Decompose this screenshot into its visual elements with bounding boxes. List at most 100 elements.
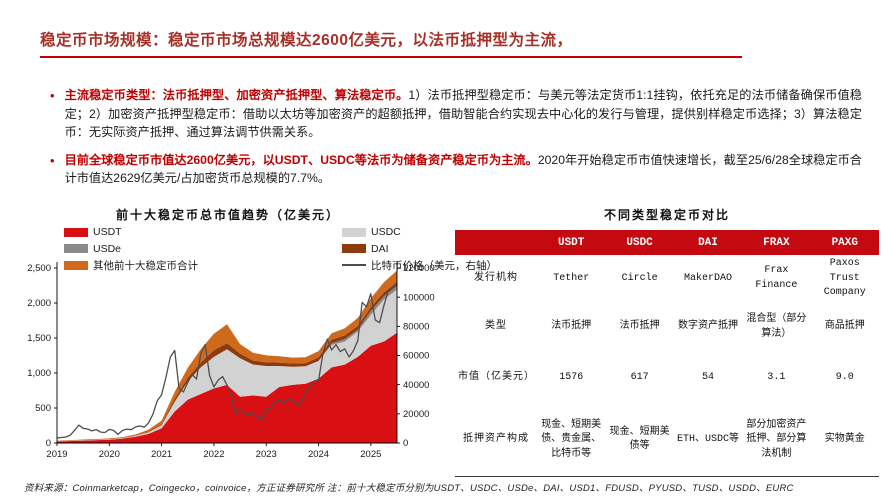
bullet-segment: 1）法币抵押型稳定币：与美元等法定货币1:1挂钩，依托充足的法币储备确保币值稳定… <box>64 88 862 140</box>
table-cell: 实物黄金 <box>824 434 865 445</box>
table-cell: 现金、短期美债、贵金属、比特币等 <box>541 419 602 460</box>
bullet-text: 目前全球稳定币市值达2600亿美元，以USDT、USDC等法币为储备资产稳定币为… <box>65 151 862 188</box>
table-header-cell: FRAX <box>742 230 811 255</box>
table-cell: 9.0 <box>835 372 854 384</box>
legend-label: USDC <box>371 226 401 239</box>
table-cell: 617 <box>630 372 649 384</box>
legend-label: DAI <box>371 242 389 255</box>
comparison-table-body: 发行机构 Tether Circle MakerDAO Frax Finance Paxo… <box>455 255 879 477</box>
bullet-marker: • <box>50 88 55 103</box>
legend-item: USDe <box>64 241 342 258</box>
table-header-cell: USDT <box>537 230 606 255</box>
legend-item: DAI <box>342 241 497 258</box>
right-axis-tick-label: 0 <box>403 438 408 449</box>
bullet-item: • 主流稳定币类型：法币抵押型、加密资产抵押型、算法稳定币。1）法币抵押型稳定币：… <box>50 86 862 142</box>
comparison-panel: 不同类型稳定币对比 USDT USDC DAI FRAX PAXG 发行机构 Tether… <box>455 206 879 477</box>
area-usdt <box>57 332 397 443</box>
table-cell: Circle <box>621 272 658 284</box>
legend-label: USDT <box>93 226 122 239</box>
bullet-list: • 主流稳定币类型：法币抵押型、加密资产抵押型、算法稳定币。1）法币抵押型稳定币：… <box>50 86 862 197</box>
source-note: 资料来源：Coinmarketcap，Coingecko，coinvoice，方… <box>24 483 794 494</box>
x-axis-tick-label: 2021 <box>151 449 172 460</box>
bullet-segment: 主流稳定币类型：法币抵押型、加密资产抵押型、算法稳定币。 <box>64 88 409 102</box>
x-axis-tick-label: 2022 <box>203 449 224 460</box>
table-cell: 部分加密资产抵押、部分算法机制 <box>746 419 807 460</box>
usdt-legend-swatch <box>64 227 88 237</box>
comparison-table: USDT USDC DAI FRAX PAXG 发行机构 Tether Circle Make… <box>455 230 879 477</box>
bullet-marker: • <box>50 152 55 168</box>
bullet-item: • 目前全球稳定币市值达2600亿美元，以USDT、USDC等法币为储备资产稳定币… <box>50 151 862 188</box>
chart-legend: USDT USDe 其他前十大稳定币合计 USDC DAI 比特币价格（美元，右轴） <box>64 224 497 274</box>
x-axis-tick-label: 2019 <box>46 449 67 460</box>
btc-price-line <box>56 282 398 439</box>
table-row-label: 市值（亿美元） <box>458 372 535 384</box>
table-cell: 3.1 <box>767 372 786 384</box>
bullet-segment: 目前全球稳定币市值达2600亿美元，以USDT、USDC等法币为储备资产稳定币为… <box>64 152 538 167</box>
chart-svg: 0 500 1,000 1,500 2,000 2,500 0 20000 40000 60000… <box>27 262 435 460</box>
left-axis-tick-label: 0 <box>46 438 51 449</box>
chart-title: 前十大稳定币总市值趋势（亿美元） <box>115 208 340 222</box>
table-row-label: 抵押资产构成 <box>463 434 529 445</box>
right-axis-tick-label: 100000 <box>403 292 435 303</box>
bullet-segment: 2020年开始稳定币市值快速增长，截至25/6/28全球稳定币合计市值达2629… <box>64 152 862 186</box>
comparison-table-title: 不同类型稳定币对比 <box>603 208 730 222</box>
table-header-cell: DAI <box>673 230 743 255</box>
table-header-row: USDT USDC DAI FRAX PAXG <box>455 230 879 255</box>
table-cell: 混合型（部分算法） <box>746 314 807 340</box>
table-cell: 商品抵押 <box>824 321 865 333</box>
legend-label: 其他前十大稳定币合计 <box>93 259 198 272</box>
table-cell: 现金、短期美债等 <box>609 426 670 453</box>
area-usdc <box>57 289 397 442</box>
table-cell: Frax Finance <box>755 265 798 291</box>
table-row: 抵押资产构成 现金、短期美债、贵金属、比特币等 现金、短期美债等 ETH、USDC等部… <box>455 405 879 477</box>
x-axis-tick-label: 2025 <box>360 449 381 460</box>
table-cell: ETH、USDC等 <box>676 434 739 445</box>
legend-label: USDe <box>93 242 122 255</box>
table-cell: 法币抵押 <box>619 321 660 333</box>
table-header-cell: PAXG <box>810 230 879 255</box>
usdc-legend-swatch <box>342 227 366 237</box>
table-cell: 数字资产抵押 <box>677 321 738 333</box>
left-axis-tick-label: 500 <box>35 403 51 414</box>
btc-legend-swatch <box>342 264 366 267</box>
x-axis-tick-label: 2024 <box>308 449 329 460</box>
left-axis-tick-label: 2,000 <box>27 298 51 309</box>
left-axis-tick-label: 1,000 <box>27 368 51 379</box>
right-axis-tick-label: 20000 <box>403 409 429 420</box>
x-axis-tick-label: 2023 <box>256 449 277 460</box>
legend-item: USDT <box>64 224 342 241</box>
stablecoin-marketcap-chart: 0 500 1,000 1,500 2,000 2,500 0 20000 40000 60000… <box>8 258 448 470</box>
table-cell: 法币抵押 <box>551 321 592 333</box>
table-header-cell: USDC <box>605 230 674 255</box>
right-axis-tick-label: 80000 <box>403 322 429 333</box>
table-row: 类型 法币抵押 法币抵押 数字资产抵押 混合型（部分算法） 商品抵押 <box>455 303 879 353</box>
title-underline <box>40 56 742 58</box>
dai-legend-swatch <box>342 244 366 254</box>
table-row-label: 发行机构 <box>474 272 518 284</box>
comparison-table-head: USDT USDC DAI FRAX PAXG <box>455 230 879 255</box>
left-axis-tick-label: 2,500 <box>27 263 51 274</box>
bullet-text: 主流稳定币类型：法币抵押型、加密资产抵押型、算法稳定币。1）法币抵押型稳定币：与… <box>65 86 862 142</box>
legend-item: 比特币价格（美元，右轴） <box>342 257 497 274</box>
table-cell: 1576 <box>559 372 584 384</box>
table-cell: Tether <box>553 272 590 284</box>
right-axis-tick-label: 120000 <box>403 263 435 274</box>
legend-item: USDC <box>342 224 497 241</box>
legend-item: 其他前十大稳定币合计 <box>64 257 342 274</box>
x-axis-tick-label: 2020 <box>99 449 120 460</box>
right-axis-tick-label: 40000 <box>403 380 429 391</box>
table-row: 发行机构 Tether Circle MakerDAO Frax Finance Paxo… <box>455 255 879 303</box>
page-title: 稳定币市场规模：稳定币市场总规模达2600亿美元，以法币抵押型为主流， <box>40 32 573 49</box>
table-row: 市值（亿美元） 1576 617 54 3.1 9.0 <box>455 353 879 405</box>
table-row-label: 类型 <box>485 321 507 333</box>
usde-legend-swatch <box>64 244 88 254</box>
table-cell: MakerDAO <box>683 272 732 284</box>
table-cell: 54 <box>701 372 714 384</box>
others-legend-swatch <box>64 260 88 270</box>
right-axis-tick-label: 60000 <box>403 351 429 362</box>
table-header-cell <box>455 230 537 255</box>
left-axis-tick-label: 1,500 <box>27 333 51 344</box>
legend-label: 比特币价格（美元，右轴） <box>371 259 497 272</box>
table-cell: Paxos Trust Company <box>823 258 866 298</box>
